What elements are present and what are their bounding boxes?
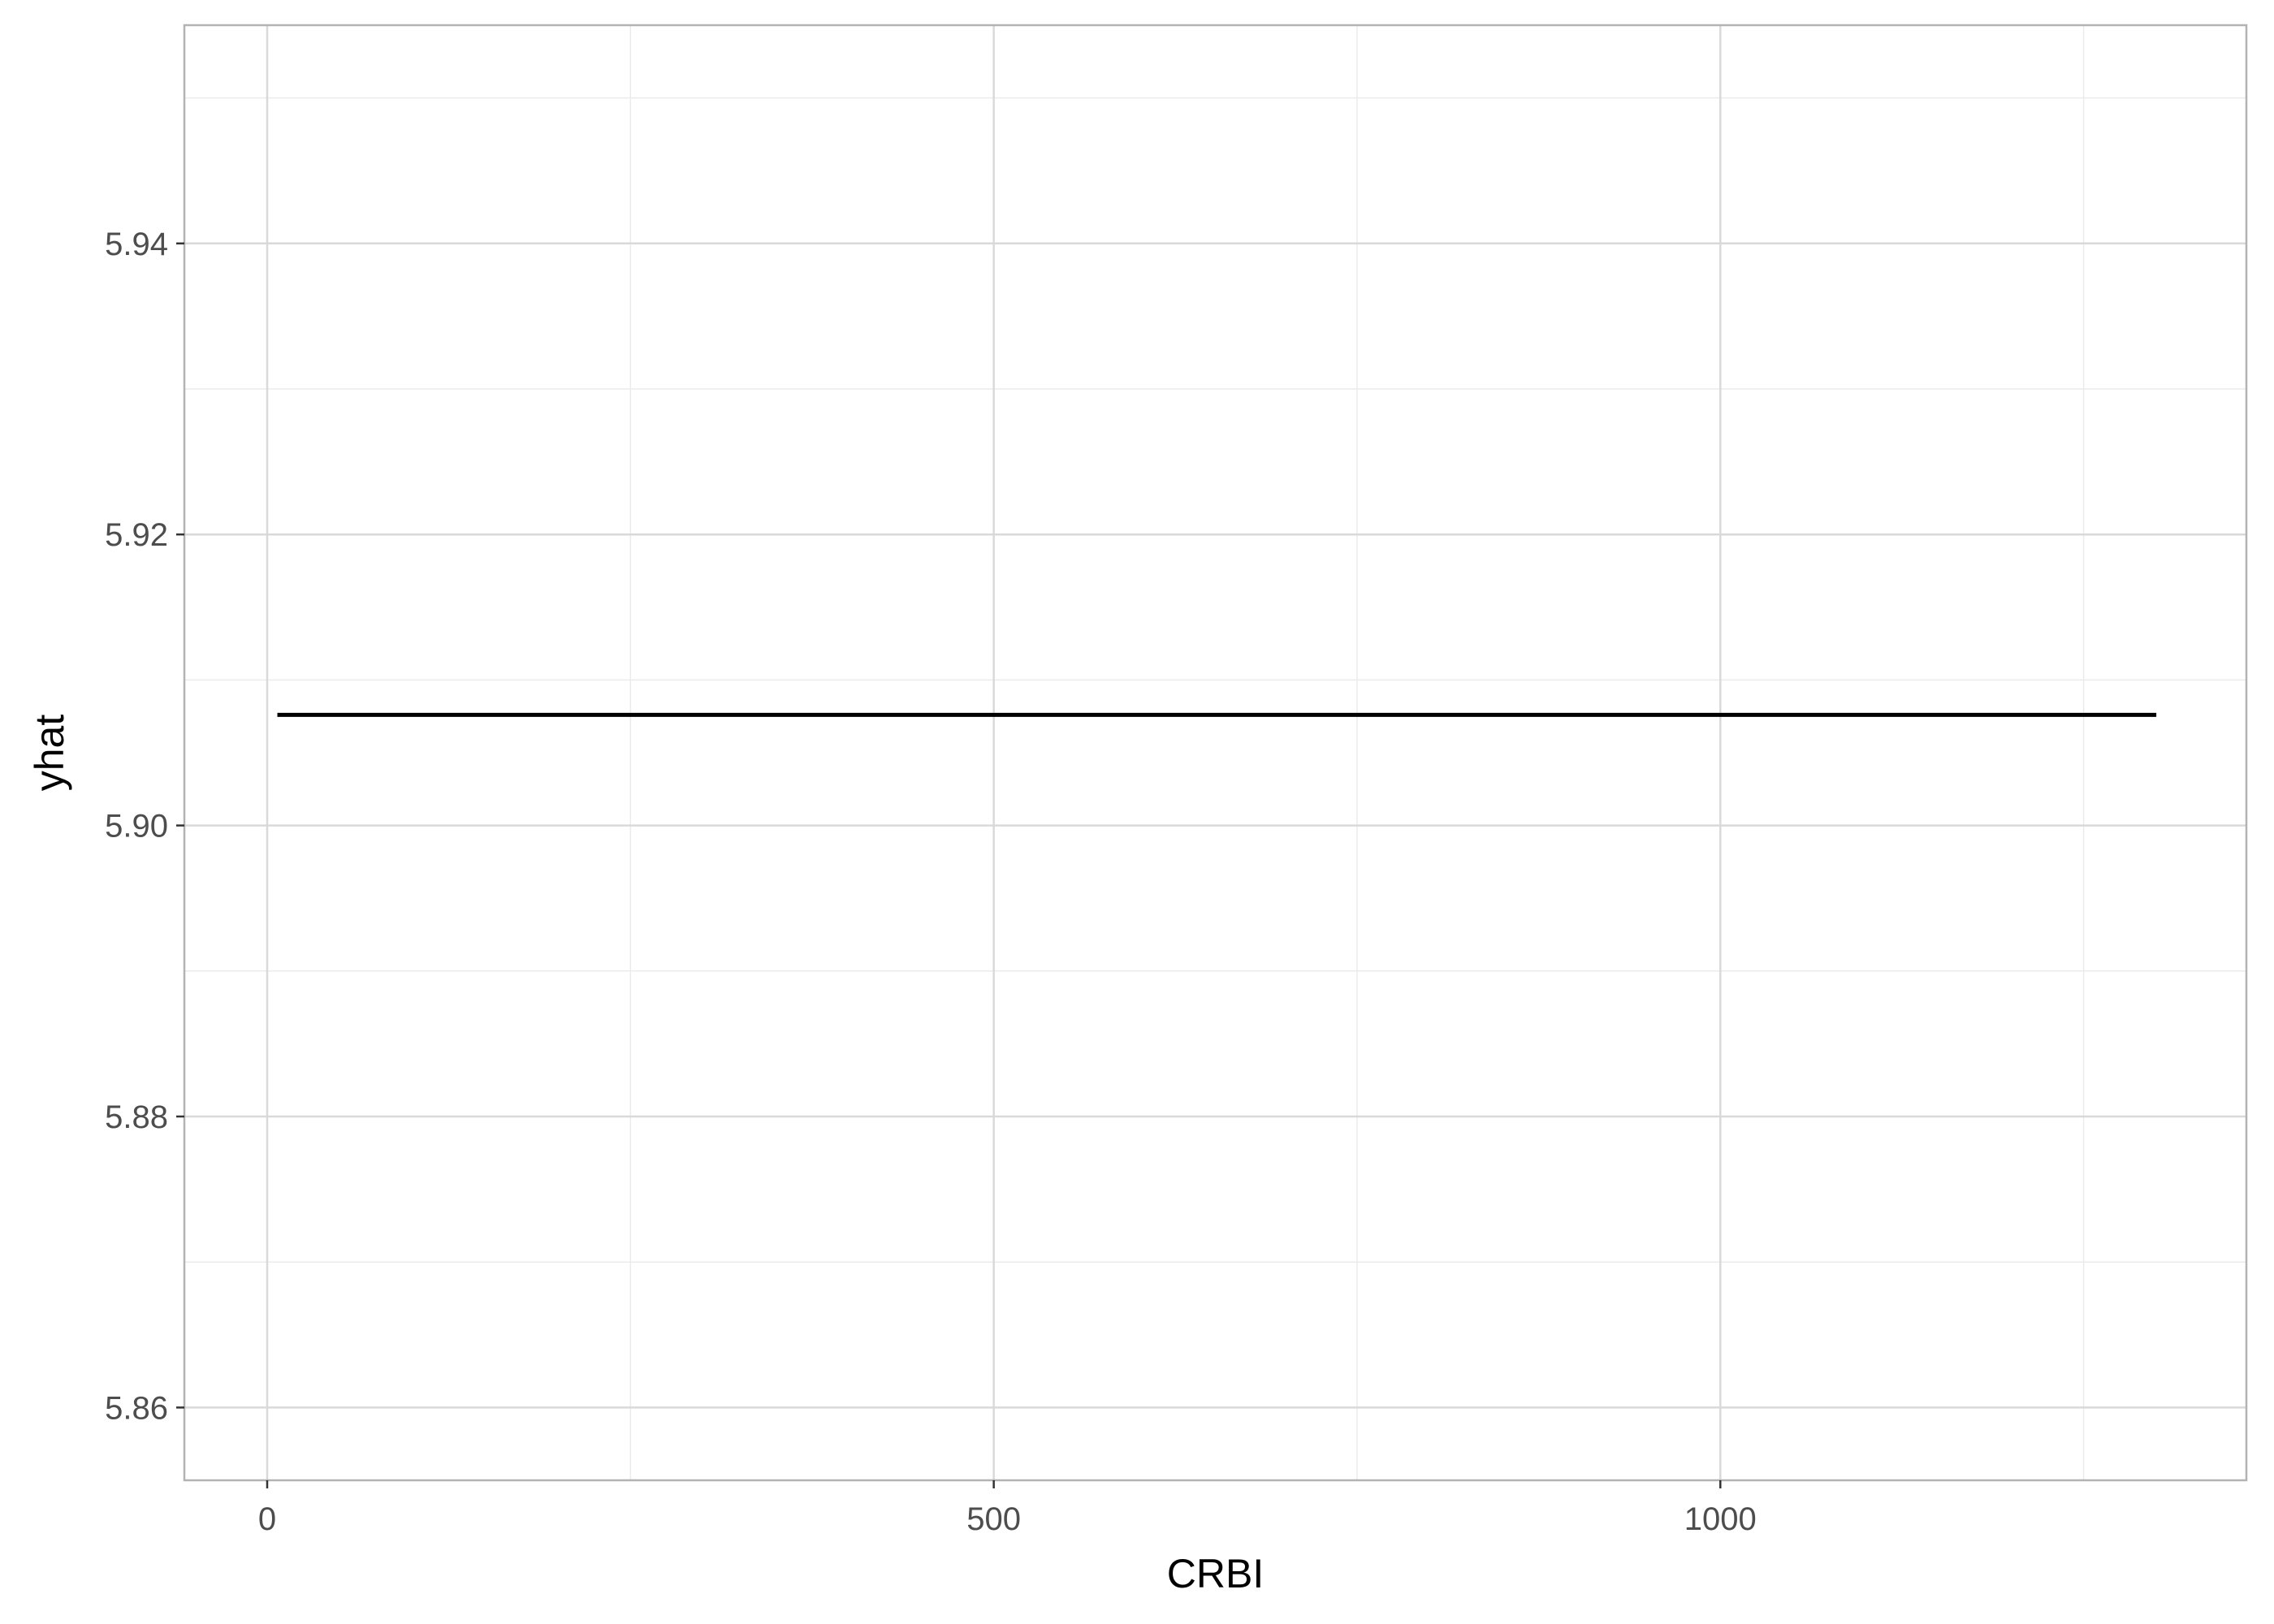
x-axis-ticks: 0 500 1000 (258, 1480, 1757, 1537)
y-tick-label: 5.94 (105, 227, 168, 262)
major-gridlines (184, 25, 2246, 1480)
y-axis-ticks: 5.86 5.88 5.90 5.92 5.94 (105, 227, 184, 1426)
x-axis-title: CRBI (1167, 1551, 1264, 1596)
x-tick-label: 1000 (1684, 1501, 1757, 1537)
y-tick-label: 5.90 (105, 809, 168, 844)
x-tick-label: 500 (966, 1501, 1021, 1537)
y-axis-title: yhat (27, 715, 72, 792)
y-tick-label: 5.92 (105, 517, 168, 553)
panel-border (183, 24, 2248, 1482)
y-tick-label: 5.86 (105, 1390, 168, 1426)
x-tick-label: 0 (258, 1501, 276, 1537)
minor-gridlines (184, 25, 2246, 1480)
y-tick-label: 5.88 (105, 1099, 168, 1135)
